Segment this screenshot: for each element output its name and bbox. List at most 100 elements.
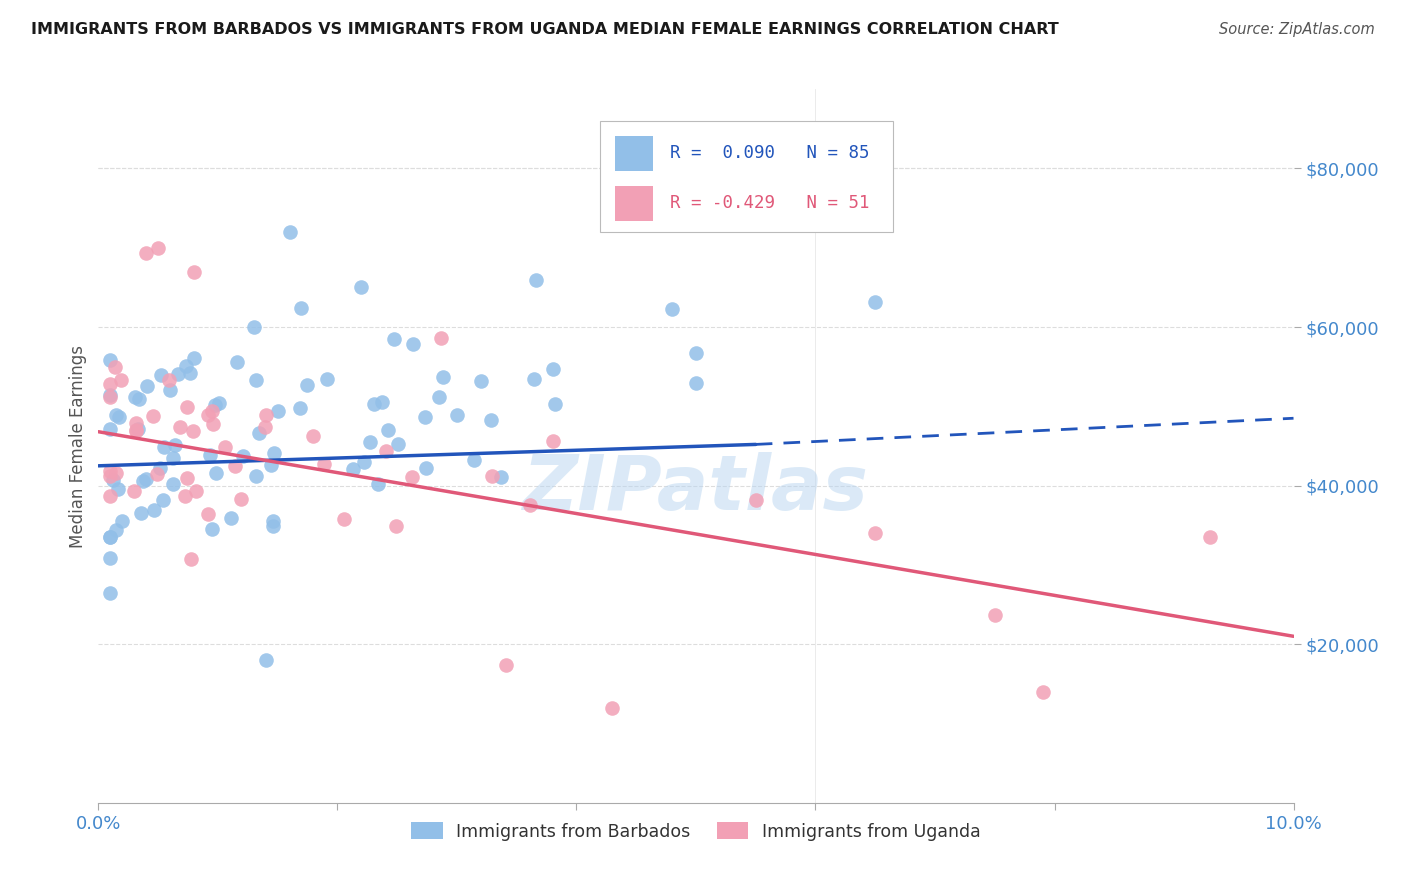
Point bbox=[263, 446, 285, 460]
Point bbox=[249, 426, 271, 441]
Point bbox=[162, 476, 184, 491]
Point bbox=[260, 458, 283, 472]
Point bbox=[128, 392, 150, 406]
Point bbox=[312, 457, 335, 471]
Point bbox=[602, 700, 624, 714]
Point bbox=[149, 368, 172, 382]
Point bbox=[159, 373, 181, 387]
Point bbox=[98, 376, 122, 391]
Point bbox=[104, 360, 127, 375]
Point bbox=[429, 390, 451, 404]
Point bbox=[481, 469, 503, 483]
Point bbox=[176, 359, 198, 373]
Point bbox=[148, 241, 170, 255]
Point bbox=[463, 453, 485, 467]
Point bbox=[984, 607, 1007, 622]
Point bbox=[202, 417, 225, 431]
Point bbox=[180, 552, 202, 566]
Point bbox=[135, 245, 157, 260]
Point bbox=[745, 493, 768, 508]
Point bbox=[142, 409, 165, 423]
Point bbox=[1032, 685, 1054, 699]
Point bbox=[262, 515, 284, 529]
Point bbox=[254, 653, 277, 667]
Point bbox=[186, 483, 208, 498]
Point bbox=[865, 295, 887, 310]
Point bbox=[173, 489, 195, 503]
Point bbox=[367, 477, 389, 491]
Text: ZIPatlas: ZIPatlas bbox=[523, 452, 869, 525]
FancyBboxPatch shape bbox=[614, 186, 652, 220]
Point bbox=[519, 498, 541, 512]
Point bbox=[201, 522, 224, 536]
Point bbox=[495, 657, 517, 672]
Point bbox=[103, 473, 125, 487]
Point bbox=[107, 482, 129, 496]
Point bbox=[232, 450, 254, 464]
Point bbox=[541, 362, 564, 376]
Point bbox=[149, 461, 172, 475]
Point bbox=[98, 586, 122, 600]
Point bbox=[166, 367, 188, 381]
Point bbox=[253, 420, 276, 434]
Point bbox=[198, 448, 221, 462]
Point bbox=[159, 383, 181, 397]
Point bbox=[98, 530, 122, 544]
Point bbox=[111, 514, 134, 528]
Point bbox=[243, 320, 266, 334]
Point bbox=[523, 372, 546, 386]
Text: R = -0.429   N = 51: R = -0.429 N = 51 bbox=[669, 194, 869, 212]
Point bbox=[224, 459, 246, 474]
Point bbox=[125, 424, 148, 438]
Point bbox=[302, 429, 325, 443]
Point bbox=[254, 408, 277, 422]
Point bbox=[135, 472, 157, 486]
Point bbox=[446, 408, 468, 422]
Point bbox=[342, 462, 364, 476]
Point bbox=[262, 518, 284, 533]
Point bbox=[267, 403, 290, 417]
Point bbox=[105, 524, 128, 538]
Point bbox=[98, 388, 122, 402]
Point bbox=[214, 440, 236, 454]
Point bbox=[136, 378, 159, 392]
FancyBboxPatch shape bbox=[600, 121, 893, 232]
Point bbox=[401, 470, 423, 484]
Point bbox=[245, 468, 267, 483]
Point bbox=[479, 413, 502, 427]
Point bbox=[98, 550, 122, 565]
Point bbox=[162, 451, 184, 466]
Point bbox=[333, 512, 356, 526]
Point bbox=[415, 460, 437, 475]
Point bbox=[524, 273, 547, 287]
Point bbox=[208, 396, 231, 410]
Point bbox=[110, 373, 132, 387]
Point bbox=[98, 390, 122, 404]
Y-axis label: Median Female Earnings: Median Female Earnings bbox=[69, 344, 87, 548]
Point bbox=[221, 510, 243, 524]
Point bbox=[145, 467, 167, 481]
Text: IMMIGRANTS FROM BARBADOS VS IMMIGRANTS FROM UGANDA MEDIAN FEMALE EARNINGS CORREL: IMMIGRANTS FROM BARBADOS VS IMMIGRANTS F… bbox=[31, 22, 1059, 37]
Text: R =  0.090   N = 85: R = 0.090 N = 85 bbox=[669, 145, 869, 162]
Point bbox=[375, 443, 398, 458]
Point bbox=[382, 332, 405, 346]
Point bbox=[384, 518, 406, 533]
Point bbox=[201, 403, 224, 417]
Point bbox=[231, 491, 253, 506]
Point bbox=[290, 301, 312, 315]
Point bbox=[197, 507, 219, 521]
Point bbox=[98, 464, 122, 478]
Point bbox=[387, 437, 409, 451]
Point bbox=[152, 492, 174, 507]
Point bbox=[204, 398, 226, 412]
Point bbox=[132, 474, 155, 488]
Point bbox=[353, 455, 375, 469]
Point bbox=[685, 345, 707, 359]
Point bbox=[176, 401, 198, 415]
Point bbox=[288, 401, 311, 416]
Point bbox=[402, 336, 425, 351]
Point bbox=[124, 423, 146, 437]
Point bbox=[98, 422, 122, 436]
Legend: Immigrants from Barbados, Immigrants from Uganda: Immigrants from Barbados, Immigrants fro… bbox=[405, 815, 987, 847]
Point bbox=[98, 353, 122, 368]
